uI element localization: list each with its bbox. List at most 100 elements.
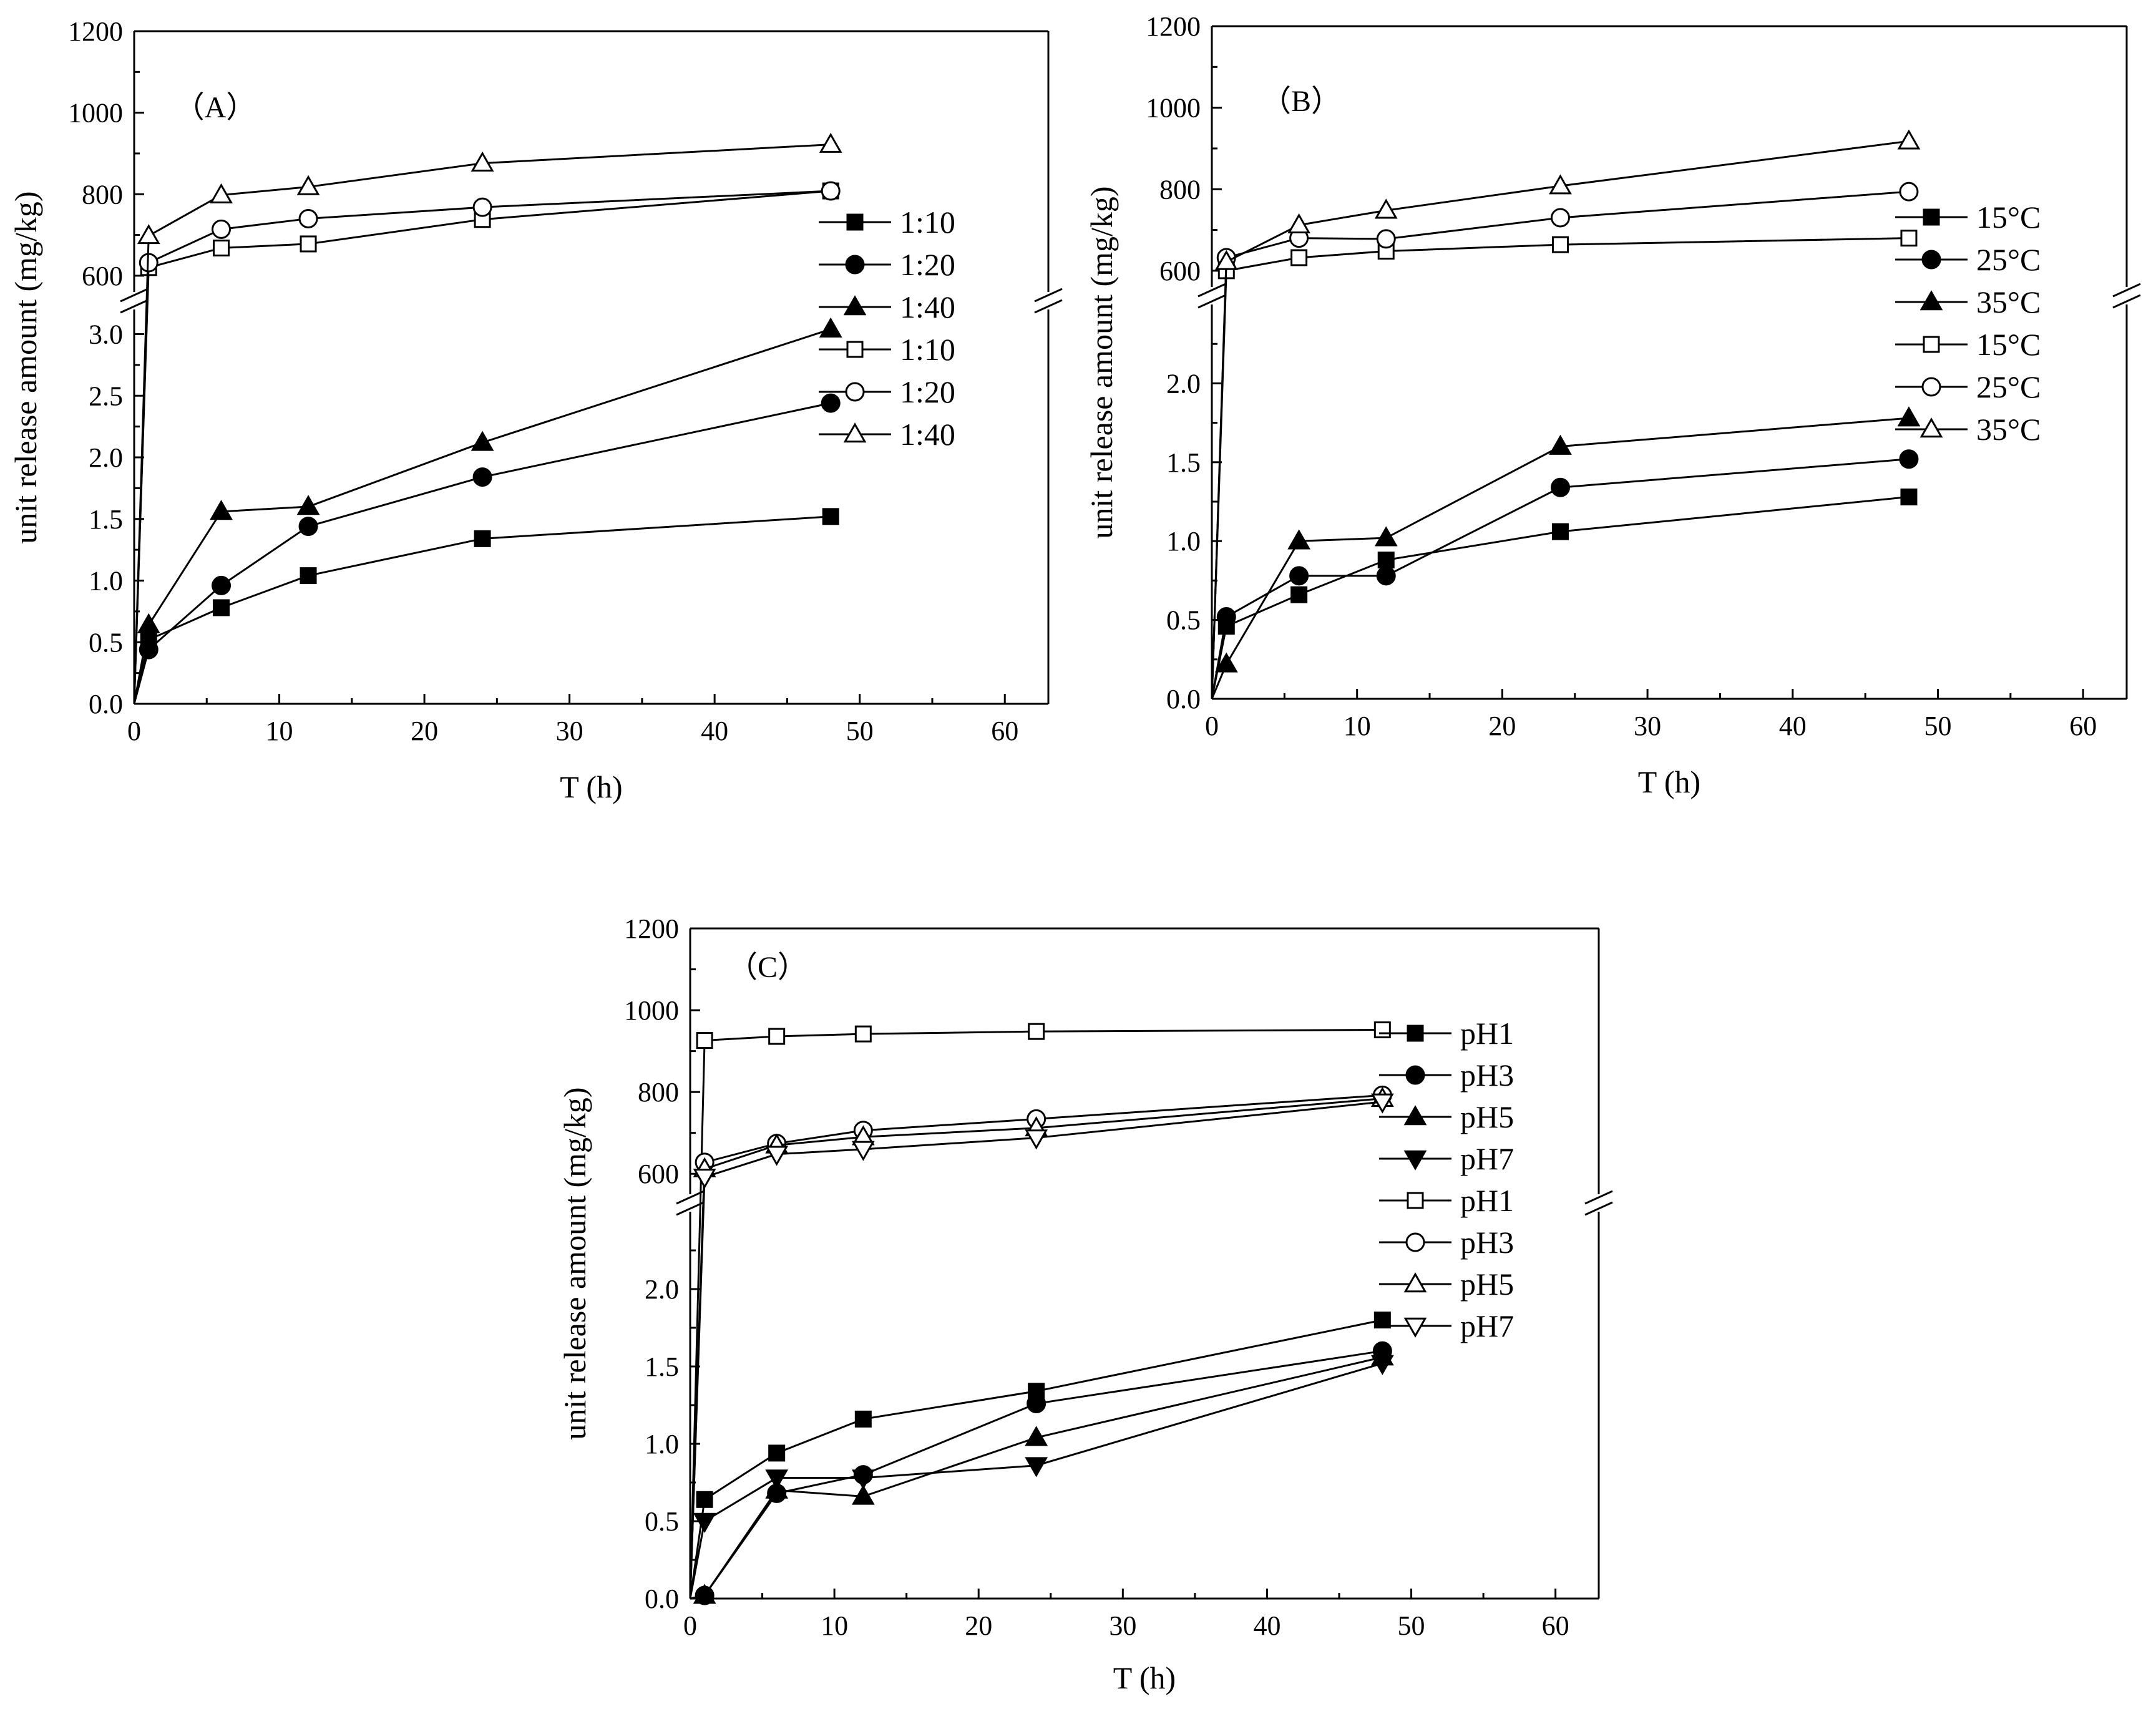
x-tick-label: 10 bbox=[266, 716, 293, 746]
axis-break-slash bbox=[120, 299, 149, 314]
x-tick-label: 0 bbox=[683, 1610, 697, 1641]
data-point bbox=[1370, 1355, 1394, 1375]
y-upper-ticks: 600 800 1000 1200 bbox=[624, 913, 700, 1189]
data-point bbox=[696, 1032, 713, 1049]
data-point bbox=[1900, 488, 1918, 505]
legend-marker-icon bbox=[1405, 1065, 1425, 1085]
y-axis-title: unit release amount (mg/kg) bbox=[8, 191, 43, 543]
y-lower-ticks: 0.0 0.5 1.0 1.5 2.0 bbox=[645, 1249, 700, 1614]
axis-break-slash bbox=[1034, 288, 1063, 303]
y-tick-label: 0.0 bbox=[1166, 684, 1201, 714]
legend-marker-icon bbox=[1921, 250, 1941, 270]
data-point bbox=[1897, 129, 1921, 150]
series-15-c-filled bbox=[1211, 488, 1918, 699]
data-point bbox=[1376, 229, 1396, 249]
y-tick-label: 1.0 bbox=[645, 1429, 679, 1459]
axis-break-slash bbox=[1584, 1190, 1613, 1205]
x-axis-ticks: 0 10 20 30 40 50 60 bbox=[1205, 689, 2097, 741]
data-point bbox=[300, 235, 317, 253]
data-point bbox=[1287, 213, 1311, 234]
legend-marker-icon bbox=[1919, 417, 1943, 438]
x-tick-label: 50 bbox=[1924, 711, 1951, 741]
y-tick-label: 0.5 bbox=[645, 1506, 679, 1537]
data-point bbox=[1549, 434, 1572, 455]
data-point bbox=[1373, 1021, 1391, 1039]
data-point bbox=[851, 1469, 875, 1490]
y-tick-label: 1000 bbox=[68, 98, 123, 129]
data-point bbox=[1550, 208, 1570, 228]
series-line bbox=[1211, 495, 1910, 699]
axis-break-right bbox=[1034, 288, 1063, 314]
legend-marker-icon bbox=[1407, 1192, 1424, 1209]
legend-marker-icon bbox=[846, 341, 864, 358]
x-axis-title: T (h) bbox=[1638, 764, 1700, 799]
y-tick-label: 800 bbox=[1159, 174, 1201, 205]
legend-marker-icon bbox=[845, 382, 865, 402]
y-tick-label: 600 bbox=[1159, 256, 1201, 286]
legend-marker-icon bbox=[1405, 1232, 1425, 1252]
y-lower-ticks: 0.0 0.5 1.0 1.5 2.0 bbox=[1166, 343, 1222, 714]
y-tick-label: 600 bbox=[82, 261, 123, 291]
data-point bbox=[851, 1484, 875, 1505]
y-tick-label: 1200 bbox=[624, 913, 679, 944]
data-point bbox=[1370, 1093, 1394, 1114]
data-point bbox=[471, 431, 494, 451]
data-point bbox=[768, 1028, 786, 1045]
y-tick-label: 1.5 bbox=[89, 504, 123, 535]
data-point bbox=[137, 613, 160, 633]
legend-label: pH7 bbox=[1460, 1308, 1514, 1343]
legend-item: 35°C bbox=[1895, 412, 2041, 447]
y-tick-label: 1000 bbox=[1146, 93, 1201, 124]
data-point bbox=[1025, 1457, 1048, 1478]
y-tick-label: 1.5 bbox=[1166, 447, 1201, 478]
legend-item: pH1 bbox=[1379, 1016, 1514, 1051]
x-tick-label: 50 bbox=[846, 716, 874, 746]
data-point bbox=[693, 1584, 716, 1604]
legend-label: pH3 bbox=[1460, 1225, 1514, 1260]
x-tick-label: 30 bbox=[556, 716, 583, 746]
axis-break-slash bbox=[676, 1190, 705, 1205]
legend-item: 35°C bbox=[1895, 285, 2041, 319]
axis-break-slash bbox=[676, 1201, 705, 1216]
data-point bbox=[296, 175, 320, 195]
series-line bbox=[133, 328, 831, 704]
legend-label: 1:20 bbox=[900, 374, 955, 409]
y-tick-label: 0.5 bbox=[1166, 605, 1201, 636]
legend-item: pH5 bbox=[1379, 1267, 1514, 1302]
y-tick-label: 1.5 bbox=[645, 1351, 679, 1382]
series-line bbox=[689, 1094, 1383, 1599]
legend-item: 1:20 bbox=[819, 247, 955, 282]
y-axis-title: unit release amount (mg/kg) bbox=[557, 1087, 592, 1439]
legend-marker-icon bbox=[1407, 1025, 1424, 1042]
panel-label: （C） bbox=[728, 951, 807, 984]
legend-item: 1:10 bbox=[819, 205, 955, 240]
y-tick-label: 2.0 bbox=[645, 1274, 679, 1305]
y-tick-label: 1200 bbox=[1146, 11, 1201, 42]
legend-item: 25°C bbox=[1895, 369, 2041, 404]
y-lower-ticks: 0.0 0.5 1.0 1.5 2.0 2.5 3.0 bbox=[89, 319, 144, 719]
x-tick-label: 40 bbox=[1253, 1610, 1280, 1641]
series-ph3-open bbox=[689, 1085, 1392, 1599]
data-point bbox=[212, 575, 232, 595]
legend-marker-icon bbox=[1923, 336, 1940, 353]
data-point bbox=[1287, 529, 1311, 550]
data-point bbox=[137, 224, 160, 245]
axis-break-slash bbox=[1198, 294, 1226, 309]
data-point bbox=[298, 517, 318, 537]
legend-marker-icon bbox=[1403, 1105, 1427, 1126]
axis-break-left bbox=[676, 1190, 705, 1216]
data-point bbox=[472, 467, 492, 487]
legend-label: pH7 bbox=[1460, 1141, 1514, 1176]
legend-item: 1:20 bbox=[819, 374, 955, 409]
series-1-20-filled bbox=[133, 393, 841, 704]
data-point bbox=[1376, 566, 1396, 586]
legend-marker-icon bbox=[1403, 1150, 1427, 1171]
legend-item: 1:10 bbox=[819, 332, 955, 367]
legend-item: 1:40 bbox=[819, 417, 955, 452]
y-tick-label: 600 bbox=[638, 1159, 679, 1189]
data-point bbox=[821, 181, 841, 201]
x-tick-label: 10 bbox=[1344, 711, 1371, 741]
panel-label: （B） bbox=[1261, 85, 1341, 118]
series-1-10-filled bbox=[133, 508, 839, 704]
data-point bbox=[210, 183, 233, 203]
